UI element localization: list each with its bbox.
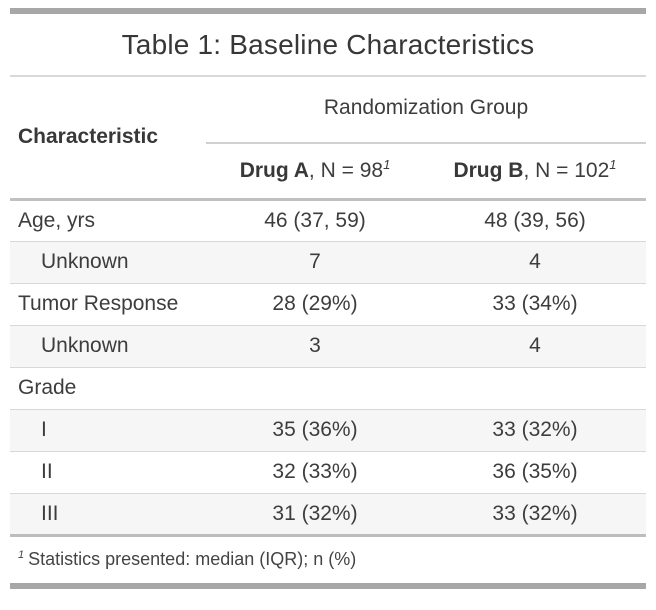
drug-a-column-header: Drug A, N = 981 [206,143,424,201]
cell-drug-b [424,367,646,409]
cell-drug-b: 36 (35%) [492,460,578,483]
cell-drug-b: 33 (34%) [492,292,578,315]
cell-drug-a: 32 (33%) [272,460,358,483]
table-row-tumor-response: Tumor Response 28 (29%) 33 (34%) [10,283,646,325]
drug-b-name: Drug B [453,158,524,182]
footnote-mark: 1 [18,549,25,561]
cell-drug-a: 7 [309,250,321,273]
row-label: Grade [18,376,77,399]
cell-drug-b: 33 (32%) [492,501,578,525]
cell-drug-a: 3 [309,334,321,357]
table-footnote: 1 Statistics presented: median (IQR); n (… [10,537,646,583]
drug-a-footnote-mark: 1 [383,156,391,172]
cell-drug-a: 28 (29%) [272,292,358,315]
column-header-row: Drug A, N = 981 Drug B, N = 1021 [10,143,646,201]
cell-drug-b: 33 (32%) [492,418,578,441]
row-label: Unknown [41,250,129,273]
spanner-header: Randomization Group [206,77,646,144]
baseline-characteristics-table: Characteristic Randomization Group Drug … [10,77,646,537]
table-header: Characteristic Randomization Group Drug … [10,77,646,201]
drug-b-footnote-mark: 1 [609,156,617,172]
row-label: Unknown [41,334,129,357]
table-title-block: Table 1: Baseline Characteristics [10,14,646,77]
row-label: Age, yrs [18,208,96,232]
table-row-age-unknown: Unknown 7 4 [10,241,646,283]
cell-drug-a: 35 (36%) [272,418,358,441]
table-row-grade-2: II 32 (33%) 36 (35%) [10,451,646,493]
table-top-border-bar [10,8,646,14]
cell-drug-b: 4 [529,250,541,273]
row-label: Tumor Response [18,292,179,315]
table-row-tumor-unknown: Unknown 3 4 [10,325,646,367]
table-row-age: Age, yrs 46 (37, 59) 48 (39, 56) [10,199,646,241]
cell-drug-b: 48 (39, 56) [484,208,586,232]
cell-drug-a: 46 (37, 59) [264,208,366,232]
spanner-row: Characteristic Randomization Group [10,77,646,201]
table-title: Table 1: Baseline Characteristics [121,28,535,60]
drug-a-n: , N = 98 [308,158,384,182]
table-row-grade-3: III 31 (32%) 33 (32%) [10,493,646,535]
table-bottom-border-bar [10,582,646,589]
drug-b-column-header: Drug B, N = 1021 [424,143,646,201]
stub-column-header: Characteristic [10,77,206,201]
footnote-text: Statistics presented: median (IQR); n (%… [28,549,357,569]
table-row-grade-1: I 35 (36%) 33 (32%) [10,409,646,451]
row-label: II [41,460,53,483]
cell-drug-a [206,367,424,409]
cell-drug-a: 31 (32%) [272,501,358,525]
table-body: Age, yrs 46 (37, 59) 48 (39, 56) Unknown… [10,199,646,535]
row-label: III [41,501,59,525]
cell-drug-b: 4 [529,334,541,357]
drug-a-name: Drug A [239,158,309,182]
drug-b-n: , N = 102 [523,158,610,182]
row-label: I [41,418,47,441]
table-row-grade: Grade [10,367,646,409]
